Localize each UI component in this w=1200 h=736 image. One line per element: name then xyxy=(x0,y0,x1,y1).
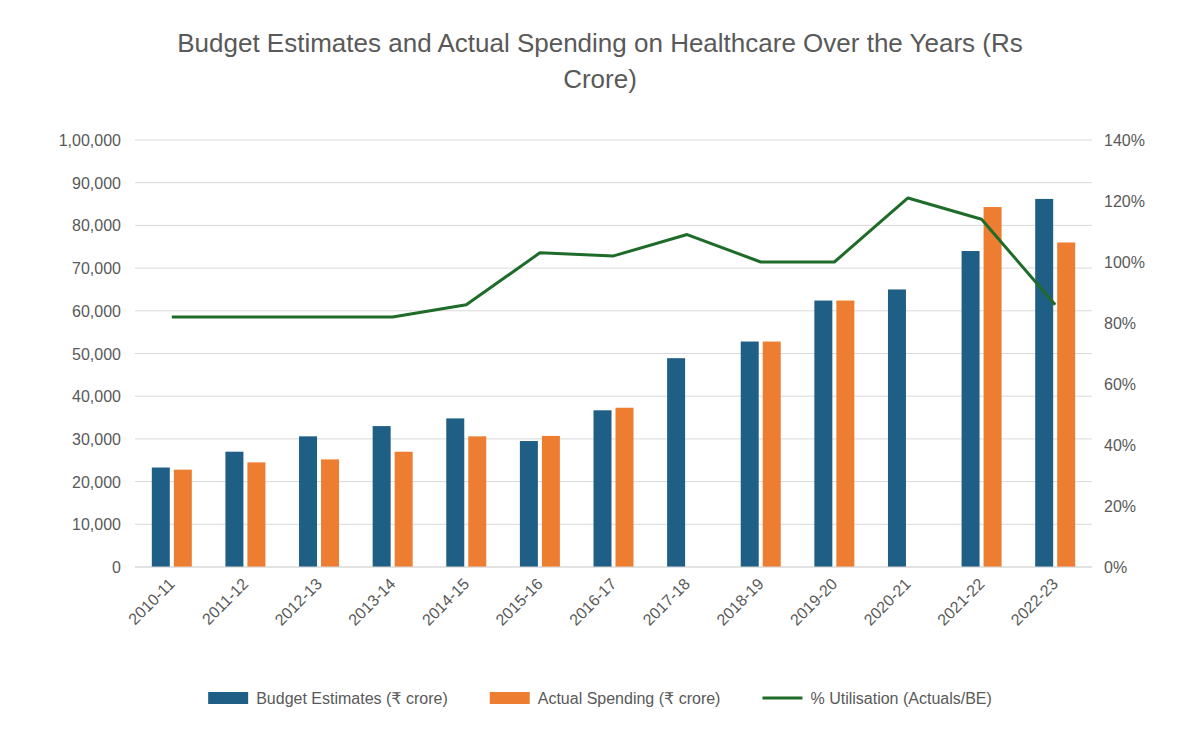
x-axis xyxy=(135,567,1092,568)
grid-line xyxy=(135,268,1092,269)
bar xyxy=(225,452,243,567)
grid-line xyxy=(135,140,1092,141)
y-tick-label: 10,000 xyxy=(72,516,121,533)
bar xyxy=(984,207,1002,567)
legend: Budget Estimates (₹ crore) Actual Spendin… xyxy=(208,690,992,707)
grid-line xyxy=(135,567,1092,568)
y-tick-label: 40,000 xyxy=(72,388,121,405)
bar xyxy=(741,342,759,567)
y-tick-label: 0 xyxy=(112,559,121,576)
bar xyxy=(888,289,906,567)
grid-line xyxy=(135,438,1092,439)
grid-line xyxy=(135,481,1092,482)
legend-item: Budget Estimates (₹ crore) xyxy=(208,690,448,707)
bar xyxy=(446,418,464,567)
legend-item: % Utilisation (Actuals/BE) xyxy=(762,690,991,707)
y2-tick xyxy=(1092,323,1096,324)
grid-line xyxy=(135,396,1092,397)
bar xyxy=(520,441,538,567)
marks xyxy=(152,198,1075,567)
bar xyxy=(667,358,685,567)
bar xyxy=(174,470,192,567)
legend-label: Actual Spending (₹ crore) xyxy=(538,690,721,707)
x-tick-label: 2012-13 xyxy=(272,575,326,629)
title: Budget Estimates and Actual Spending on … xyxy=(177,28,1023,94)
y-tick-label: 20,000 xyxy=(72,474,121,491)
y2-tick-label: 20% xyxy=(1104,498,1136,515)
x-tick-label: 2010-11 xyxy=(125,575,178,628)
x-tick-label: 2015-16 xyxy=(492,575,546,629)
legend-swatch xyxy=(490,692,530,704)
legend-swatch xyxy=(208,692,248,704)
y2-tick xyxy=(1092,445,1096,446)
bar xyxy=(962,251,980,567)
y-tick-label: 90,000 xyxy=(72,175,121,192)
y2-tick-label: 140% xyxy=(1104,132,1145,149)
legend-label: % Utilisation (Actuals/BE) xyxy=(810,690,991,707)
y2-tick-label: 60% xyxy=(1104,376,1136,393)
y-tick-label: 30,000 xyxy=(72,431,121,448)
bar xyxy=(1035,199,1053,567)
y2-tick-label: 100% xyxy=(1104,254,1145,271)
x-tick-label: 2021-22 xyxy=(934,575,988,629)
bar xyxy=(152,468,170,567)
y-tick-label: 1,00,000 xyxy=(59,132,121,149)
bar xyxy=(321,459,339,567)
bar xyxy=(247,462,265,567)
y2-tick xyxy=(1092,567,1096,568)
x-tick-label: 2022-23 xyxy=(1008,575,1062,629)
y2-tick-label: 0% xyxy=(1104,559,1127,576)
y-tick-label: 70,000 xyxy=(72,260,121,277)
bar xyxy=(594,410,612,567)
bar xyxy=(395,452,413,567)
x-tick-label: 2016-17 xyxy=(566,575,620,629)
bar xyxy=(542,436,560,567)
line xyxy=(172,198,1055,317)
y2-tick-label: 120% xyxy=(1104,193,1145,210)
y2-tick xyxy=(1092,506,1096,507)
x-tick-label: 2018-19 xyxy=(713,575,767,629)
y2-tick-label: 40% xyxy=(1104,437,1136,454)
x-tick-label: 2020-21 xyxy=(861,575,915,629)
y2-tick-label: 80% xyxy=(1104,315,1136,332)
grid-line xyxy=(135,182,1092,183)
bar xyxy=(836,301,854,567)
bar xyxy=(468,436,486,567)
x-tick-label: 2017-18 xyxy=(640,575,694,629)
y-tick-label: 60,000 xyxy=(72,303,121,320)
grid-line xyxy=(135,310,1092,311)
bar xyxy=(1057,242,1075,567)
legend-item: Actual Spending (₹ crore) xyxy=(490,690,721,707)
bar xyxy=(373,426,391,567)
bar xyxy=(299,436,317,567)
grid-line xyxy=(135,524,1092,525)
legend-swatch xyxy=(762,697,802,700)
y-tick-label: 80,000 xyxy=(72,217,121,234)
bar xyxy=(763,342,781,567)
y2-tick xyxy=(1092,262,1096,263)
chart: Budget Estimates and Actual Spending on … xyxy=(0,0,1200,736)
x-tick-label: 2019-20 xyxy=(787,575,841,629)
bar xyxy=(616,408,634,567)
y2-tick xyxy=(1092,140,1096,141)
y2-tick xyxy=(1092,384,1096,385)
x-tick-label: 2013-14 xyxy=(345,575,399,629)
grid-line xyxy=(135,353,1092,354)
legend-label: Budget Estimates (₹ crore) xyxy=(256,690,448,707)
grid-line xyxy=(135,225,1092,226)
x-tick-label: 2014-15 xyxy=(419,575,473,629)
x-tick-label: 2011-12 xyxy=(199,575,252,628)
y-tick-label: 50,000 xyxy=(72,346,121,363)
background xyxy=(0,0,1200,736)
y2-tick xyxy=(1092,201,1096,202)
bar xyxy=(814,301,832,567)
